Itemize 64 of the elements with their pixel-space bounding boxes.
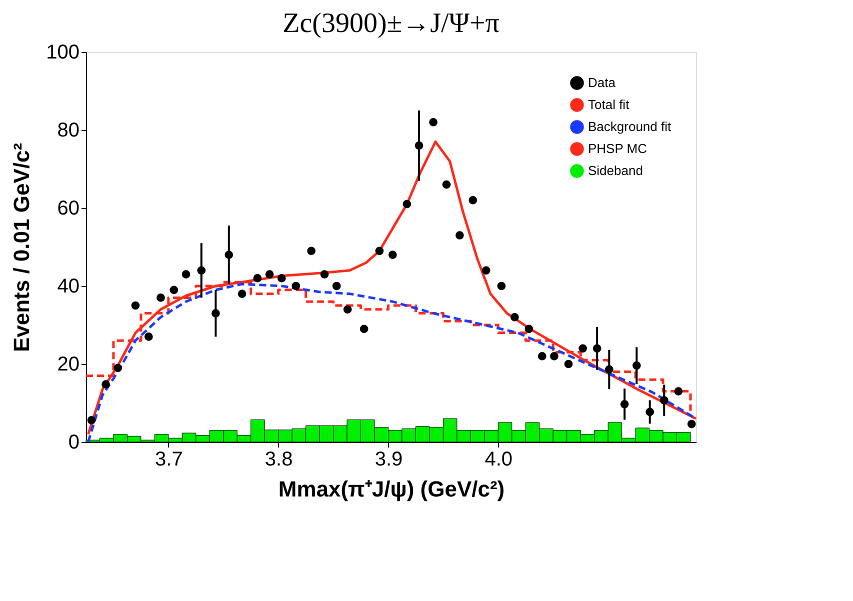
point — [578, 344, 587, 353]
point — [646, 408, 654, 416]
point — [87, 416, 96, 424]
point — [360, 324, 368, 334]
point — [468, 196, 478, 204]
point — [114, 364, 122, 372]
legend-label: PHSP MC — [588, 141, 647, 156]
point — [277, 274, 286, 282]
y-tick-label: 80 — [57, 120, 80, 142]
point — [320, 270, 329, 278]
point — [442, 180, 451, 189]
chart-title: Zc(3900)±→J/Ψ+π — [282, 8, 500, 39]
point — [604, 365, 614, 374]
legend-label: Background fit — [588, 119, 672, 134]
point — [292, 282, 300, 290]
legend-label: Sideband — [588, 163, 643, 178]
point — [592, 344, 602, 353]
point — [144, 332, 153, 341]
x-tick-label: 3.8 — [264, 448, 293, 470]
point — [265, 270, 274, 278]
x-axis-title: Mmax(π⁺J/ψ) (GeV/c²) — [278, 476, 505, 502]
point — [524, 324, 534, 334]
x-tick-label: 3.7 — [155, 448, 183, 470]
point — [429, 118, 438, 126]
point — [307, 246, 316, 256]
legend-label: Total fit — [588, 97, 630, 112]
point — [674, 387, 683, 396]
point — [510, 313, 519, 322]
point — [497, 282, 506, 290]
point — [687, 420, 696, 428]
point — [156, 294, 165, 302]
y-axis-title: Events / 0.01 GeV/c² — [9, 142, 34, 352]
point — [212, 309, 220, 318]
point — [102, 380, 110, 388]
x-tick-label: 4.0 — [484, 448, 513, 470]
point — [660, 396, 668, 404]
point — [620, 400, 629, 408]
point — [170, 286, 178, 294]
point — [197, 266, 206, 275]
point — [482, 266, 490, 275]
point — [332, 282, 341, 290]
point — [131, 301, 140, 310]
point — [402, 200, 412, 208]
y-tick-label: 100 — [46, 42, 80, 64]
point — [538, 352, 546, 360]
point — [388, 250, 397, 259]
point — [224, 250, 234, 259]
point — [414, 141, 424, 150]
y-tick-label: 20 — [57, 354, 80, 376]
point — [343, 305, 352, 314]
legend-label: Data — [588, 75, 616, 90]
line-series — [86, 140, 698, 436]
y-tick-label: 0 — [68, 432, 80, 454]
point — [632, 361, 641, 370]
y-tick-label: 40 — [57, 276, 80, 298]
point — [375, 246, 384, 256]
x-tick-label: 3.9 — [374, 448, 403, 470]
point — [253, 274, 262, 282]
point — [238, 290, 246, 298]
y-tick-label: 60 — [57, 198, 80, 220]
point — [564, 360, 573, 368]
point — [182, 270, 190, 278]
point — [456, 231, 464, 240]
point — [550, 352, 558, 360]
